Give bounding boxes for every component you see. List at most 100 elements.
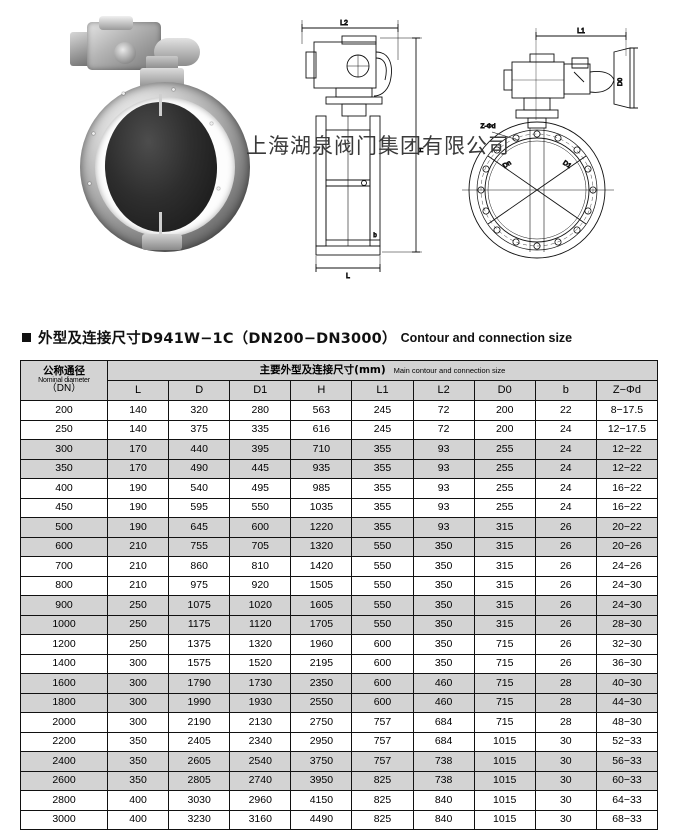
cell-Zd: 32−30: [595, 634, 659, 655]
cell-D0: 1015: [473, 809, 536, 830]
cell-L1: 550: [351, 614, 414, 635]
cell-L1: 355: [351, 517, 414, 538]
cell-nominal-diameter: 1400: [20, 653, 108, 674]
cell-D1: 2340: [229, 731, 292, 752]
cell-b: 26: [534, 517, 597, 538]
cell-b: 24: [534, 439, 597, 460]
cell-b: 30: [534, 809, 597, 830]
cell-L: 210: [106, 575, 170, 596]
cell-L: 350: [106, 770, 170, 791]
cell-L1: 355: [351, 458, 414, 479]
cell-H: 985: [290, 478, 353, 499]
cell-nominal-diameter: 2800: [20, 790, 108, 811]
cell-H: 3750: [290, 751, 353, 772]
cell-b: 28: [534, 673, 597, 694]
cell-nominal-diameter: 3000: [20, 809, 108, 830]
cell-Zd: 28−30: [595, 614, 659, 635]
cell-D: 1175: [168, 614, 231, 635]
cell-L: 190: [106, 478, 170, 499]
cell-L: 400: [106, 790, 170, 811]
cell-L2: 840: [412, 809, 475, 830]
cell-L1: 550: [351, 595, 414, 616]
cell-L: 300: [106, 712, 170, 733]
cell-D1: 395: [229, 439, 292, 460]
cell-L2: 93: [412, 497, 475, 518]
cell-b: 26: [534, 614, 597, 635]
cell-D0: 1015: [473, 731, 536, 752]
cell-H: 710: [290, 439, 353, 460]
table-row: 700 210 860 810 1420 550 350 315 26 24−26: [20, 556, 659, 577]
cell-H: 1220: [290, 517, 353, 538]
cell-H: 2950: [290, 731, 353, 752]
cell-nominal-diameter: 700: [20, 556, 108, 577]
svg-text:Dn: Dn: [502, 159, 513, 170]
flange-bolt-dot: [122, 92, 125, 95]
cell-b: 24: [534, 419, 597, 440]
cell-D1: 2960: [229, 790, 292, 811]
cell-L: 300: [106, 692, 170, 713]
cell-D1: 2130: [229, 712, 292, 733]
cell-L1: 757: [351, 731, 414, 752]
cell-D: 1075: [168, 595, 231, 616]
flange-bolt-dot: [88, 182, 91, 185]
cell-D1: 1930: [229, 692, 292, 713]
cell-L: 190: [106, 497, 170, 518]
cell-L1: 757: [351, 751, 414, 772]
column-header-L1: L1: [351, 380, 414, 401]
side-elevation-drawing: L2: [286, 0, 476, 300]
actuator-gear: [114, 42, 136, 64]
electric-butterfly-valve-photo: [62, 12, 262, 272]
cell-L2: 350: [412, 556, 475, 577]
actuator-cover: [99, 16, 133, 30]
cell-D: 440: [168, 439, 231, 460]
table-row: 500 190 645 600 1220 355 93 315 26 20−22: [20, 517, 659, 538]
cell-L1: 600: [351, 653, 414, 674]
cell-Zd: 24−26: [595, 556, 659, 577]
cell-L1: 550: [351, 575, 414, 596]
cell-D1: 1730: [229, 673, 292, 694]
cell-H: 4150: [290, 790, 353, 811]
svg-text:Z-Φd: Z-Φd: [481, 123, 496, 130]
cell-D0: 715: [473, 692, 536, 713]
cell-L: 400: [106, 809, 170, 830]
table-head: 公称通径 Nominal diameter （DN） 主要外型及连接尺寸(mm)…: [20, 360, 659, 401]
cell-D: 540: [168, 478, 231, 499]
cell-D: 2605: [168, 751, 231, 772]
cell-L2: 93: [412, 517, 475, 538]
cell-D1: 705: [229, 536, 292, 557]
cell-Zd: 56−33: [595, 751, 659, 772]
cell-L2: 350: [412, 595, 475, 616]
cell-L2: 72: [412, 419, 475, 440]
cell-D0: 315: [473, 536, 536, 557]
cell-Zd: 64−33: [595, 790, 659, 811]
cell-b: 24: [534, 458, 597, 479]
cell-D0: 1015: [473, 790, 536, 811]
cell-nominal-diameter: 350: [20, 458, 108, 479]
cell-D: 490: [168, 458, 231, 479]
table-row: 450 190 595 550 1035 355 93 255 24 16−22: [20, 497, 659, 518]
cell-D: 2190: [168, 712, 231, 733]
table-row: 200 140 320 280 563 245 72 200 22 8−17.5: [20, 400, 659, 421]
cell-b: 30: [534, 770, 597, 791]
cell-L: 170: [106, 458, 170, 479]
figures-area: L2: [0, 0, 676, 312]
column-header-D1: D1: [229, 380, 292, 401]
cell-L: 190: [106, 517, 170, 538]
cell-D0: 315: [473, 517, 536, 538]
cell-L2: 684: [412, 712, 475, 733]
cell-L1: 600: [351, 673, 414, 694]
cell-nominal-diameter: 2000: [20, 712, 108, 733]
cell-D: 860: [168, 556, 231, 577]
cell-H: 2195: [290, 653, 353, 674]
cell-D1: 1520: [229, 653, 292, 674]
cell-D0: 200: [473, 400, 536, 421]
flange-bolt-dot: [172, 88, 175, 91]
cell-L1: 600: [351, 692, 414, 713]
cell-D1: 445: [229, 458, 292, 479]
column-header-b: b: [534, 380, 597, 401]
cell-L: 210: [106, 556, 170, 577]
cell-D0: 715: [473, 634, 536, 655]
cell-L2: 93: [412, 478, 475, 499]
cell-nominal-diameter: 1200: [20, 634, 108, 655]
cell-L1: 825: [351, 790, 414, 811]
